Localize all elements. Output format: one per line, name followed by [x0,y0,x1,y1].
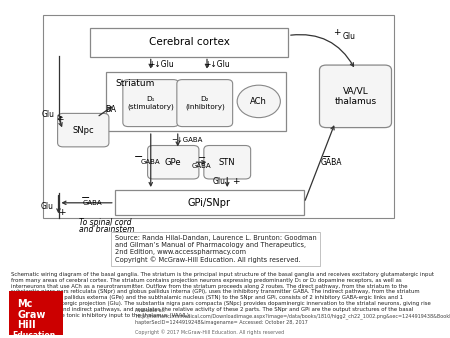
Text: −: − [322,152,331,162]
Text: GABA: GABA [321,159,342,167]
FancyBboxPatch shape [43,15,394,218]
Text: −↓GABA: −↓GABA [171,137,202,143]
Text: Glu: Glu [42,111,55,119]
Text: GPi/SNpr: GPi/SNpr [188,198,231,208]
FancyBboxPatch shape [9,291,63,335]
Text: D₁
(stimulatory): D₁ (stimulatory) [127,96,174,110]
FancyBboxPatch shape [123,79,179,127]
Text: Source: Randa Hilal-Dandan, Laurence L. Brunton: Goodman
and Gilman’s Manual of : Source: Randa Hilal-Dandan, Laurence L. … [115,235,316,263]
Text: To spinal cord: To spinal cord [79,218,131,227]
Text: −: − [198,153,206,163]
Text: +: + [232,177,239,186]
Text: STN: STN [219,158,235,167]
Circle shape [237,85,280,118]
FancyBboxPatch shape [320,65,392,128]
Text: Hill: Hill [17,320,36,331]
Text: +: + [58,209,66,217]
Text: Schematic wiring diagram of the basal ganglia. The striatum is the principal inp: Schematic wiring diagram of the basal ga… [11,272,434,318]
Text: VA/VL
thalamus: VA/VL thalamus [334,87,377,106]
Text: Graw: Graw [17,310,45,320]
FancyBboxPatch shape [115,190,304,216]
FancyBboxPatch shape [204,145,251,179]
Text: SNpc: SNpc [72,126,94,135]
Text: +: + [333,28,340,37]
Text: GPe: GPe [165,158,181,167]
Text: ACh: ACh [250,97,267,106]
Text: −: − [134,152,143,162]
Text: +↓Glu: +↓Glu [204,60,230,69]
Text: Education: Education [13,331,56,338]
Text: Glu: Glu [213,177,225,186]
Text: +↓Glu: +↓Glu [148,60,174,69]
Text: Mc: Mc [17,299,32,309]
Text: GABA: GABA [82,200,102,206]
FancyBboxPatch shape [106,72,286,131]
Text: Cerebral cortex: Cerebral cortex [148,37,230,47]
Text: Striatum: Striatum [116,79,155,88]
Text: GABA: GABA [192,163,211,169]
Text: −: − [81,193,90,203]
Text: Glu: Glu [41,202,54,211]
Text: Available at:
http://hemonc.mhmedical.com/Downloadimage.aspx?image=/data/books/1: Available at: http://hemonc.mhmedical.co… [135,308,450,325]
Text: Copyright © 2017 McGraw-Hill Education. All rights reserved: Copyright © 2017 McGraw-Hill Education. … [135,330,284,335]
Text: Glu: Glu [342,32,355,41]
Text: DA: DA [105,105,116,114]
Text: and brainstem: and brainstem [79,225,134,234]
Text: +: + [56,116,63,124]
FancyBboxPatch shape [90,28,288,57]
Text: D₂
(inhibitory): D₂ (inhibitory) [185,96,225,110]
FancyBboxPatch shape [148,145,199,179]
FancyBboxPatch shape [177,79,233,127]
Text: GABA: GABA [141,159,161,165]
FancyBboxPatch shape [58,114,109,147]
